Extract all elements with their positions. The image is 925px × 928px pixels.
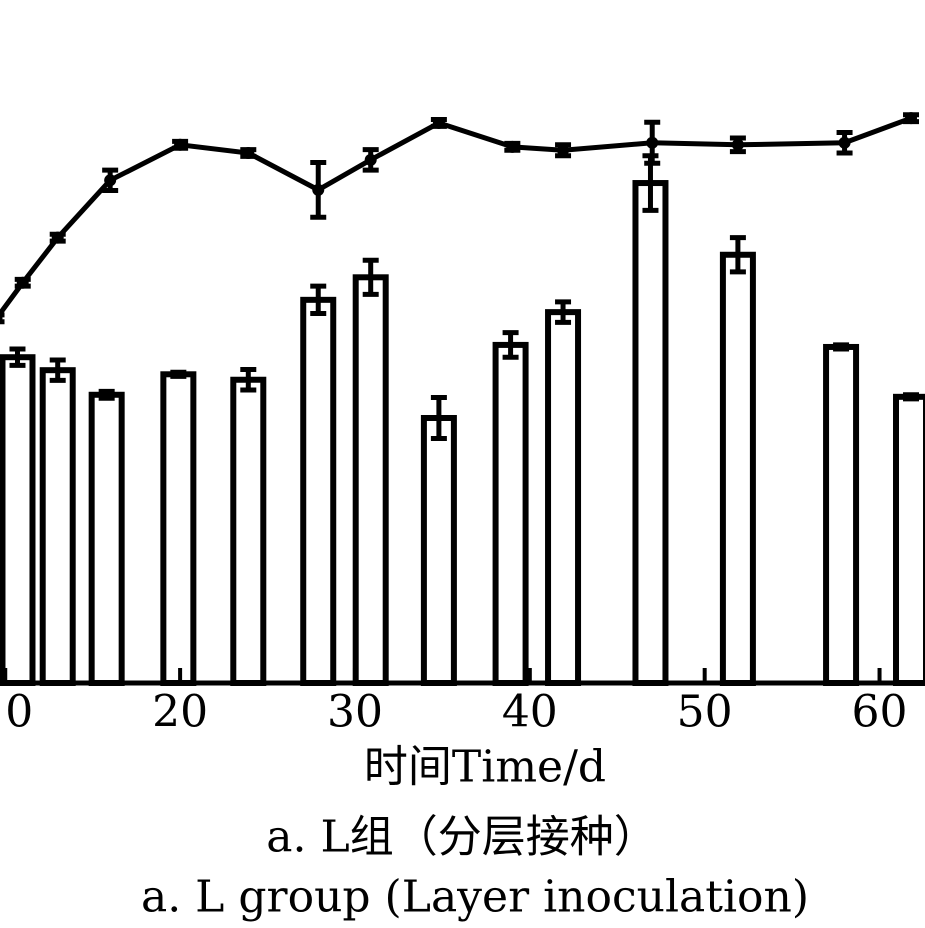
error-bar (555, 299, 572, 325)
bar (420, 414, 457, 686)
marker (104, 174, 117, 187)
marker (0, 313, 3, 324)
marker (51, 231, 64, 244)
marker (838, 136, 851, 149)
error-bar (170, 369, 187, 379)
marker (312, 183, 325, 196)
error-bar (430, 395, 447, 441)
marker (557, 144, 570, 157)
caption-en: a. L group (Layer inoculation) (141, 872, 809, 923)
x-tick-label: 30 (327, 687, 383, 738)
marker (731, 138, 744, 151)
error-bar (833, 342, 850, 352)
error-bar (502, 330, 519, 360)
x-tick-label: 10 (0, 687, 33, 738)
marker (432, 116, 445, 129)
bar (719, 251, 756, 686)
error-bar (362, 257, 379, 297)
bar (230, 376, 267, 686)
bar (0, 354, 36, 686)
line (0, 115, 912, 318)
x-tick-label: 50 (677, 687, 733, 738)
error-bar (729, 235, 746, 275)
error-bar (240, 367, 257, 393)
error-bar (310, 283, 327, 316)
marker (242, 146, 255, 159)
bar (492, 341, 529, 686)
marker (905, 112, 918, 125)
x-axis-label: 时间Time/d (364, 742, 606, 793)
marker (174, 138, 187, 151)
marker (364, 153, 377, 166)
bar (823, 343, 860, 686)
x-tick-label: 60 (852, 687, 908, 738)
error-bar (9, 346, 26, 368)
bar (352, 274, 389, 686)
error-bar (903, 392, 920, 402)
marker (506, 140, 519, 153)
bar (160, 371, 197, 686)
marker (16, 276, 29, 289)
bar (545, 309, 582, 686)
bar (88, 391, 125, 686)
bar (893, 393, 925, 686)
error-bar (49, 357, 66, 383)
bar (39, 367, 76, 686)
x-tick-label: 40 (502, 687, 558, 738)
error-bar (98, 388, 115, 401)
marker (646, 136, 659, 149)
bar (632, 180, 669, 686)
bar (300, 296, 337, 686)
error-bar (0, 312, 5, 325)
x-tick-label: 20 (152, 687, 208, 738)
caption: a. L组（分层接种） (266, 812, 657, 863)
